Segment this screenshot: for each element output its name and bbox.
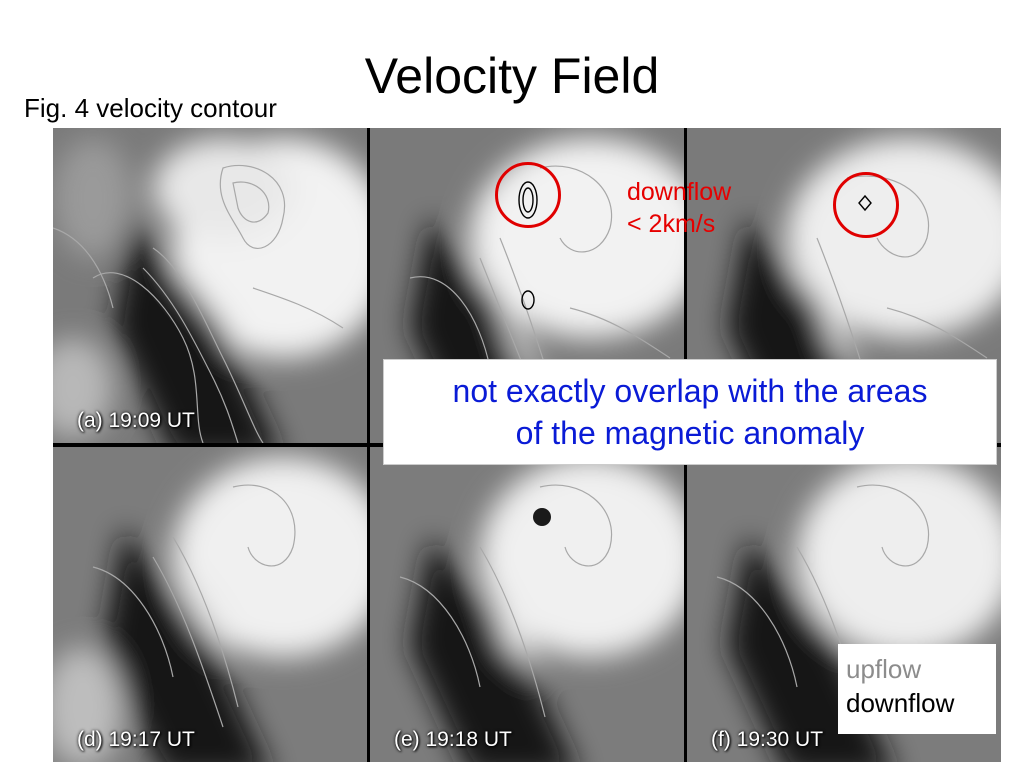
callout-line2: of the magnetic anomaly	[515, 415, 865, 451]
panel-a: (a) 19:09 UT	[53, 128, 367, 443]
legend-upflow: upflow	[846, 654, 922, 684]
panel-a-label: (a) 19:09 UT	[77, 409, 195, 432]
panel-d-label: (d) 19:17 UT	[77, 728, 195, 751]
panel-d: (d) 19:17 UT	[53, 447, 367, 762]
panel-e: (e) 19:18 UT	[370, 447, 684, 762]
contour-legend: upflow downflow	[838, 644, 996, 734]
callout-line1: not exactly overlap with the areas	[452, 373, 928, 409]
panel-a-image	[53, 128, 367, 443]
downflow-annotation-line2: < 2km/s	[627, 210, 716, 238]
panel-f-label: (f) 19:30 UT	[711, 728, 824, 751]
downflow-annotation-line1: downflow	[627, 178, 732, 206]
panel-e-label: (e) 19:18 UT	[394, 728, 512, 751]
slide-title: Velocity Field	[364, 48, 660, 104]
downflow-circle-c	[833, 172, 899, 238]
figure-caption: Fig. 4 velocity contour	[24, 93, 277, 123]
panel-d-image	[53, 447, 367, 762]
magnetic-anomaly-callout: not exactly overlap with the areas of th…	[383, 359, 997, 465]
downflow-annotation: downflow < 2km/s	[627, 176, 731, 240]
legend-downflow: downflow	[846, 688, 955, 718]
panel-e-image	[370, 447, 684, 762]
downflow-circle-b	[495, 162, 561, 228]
